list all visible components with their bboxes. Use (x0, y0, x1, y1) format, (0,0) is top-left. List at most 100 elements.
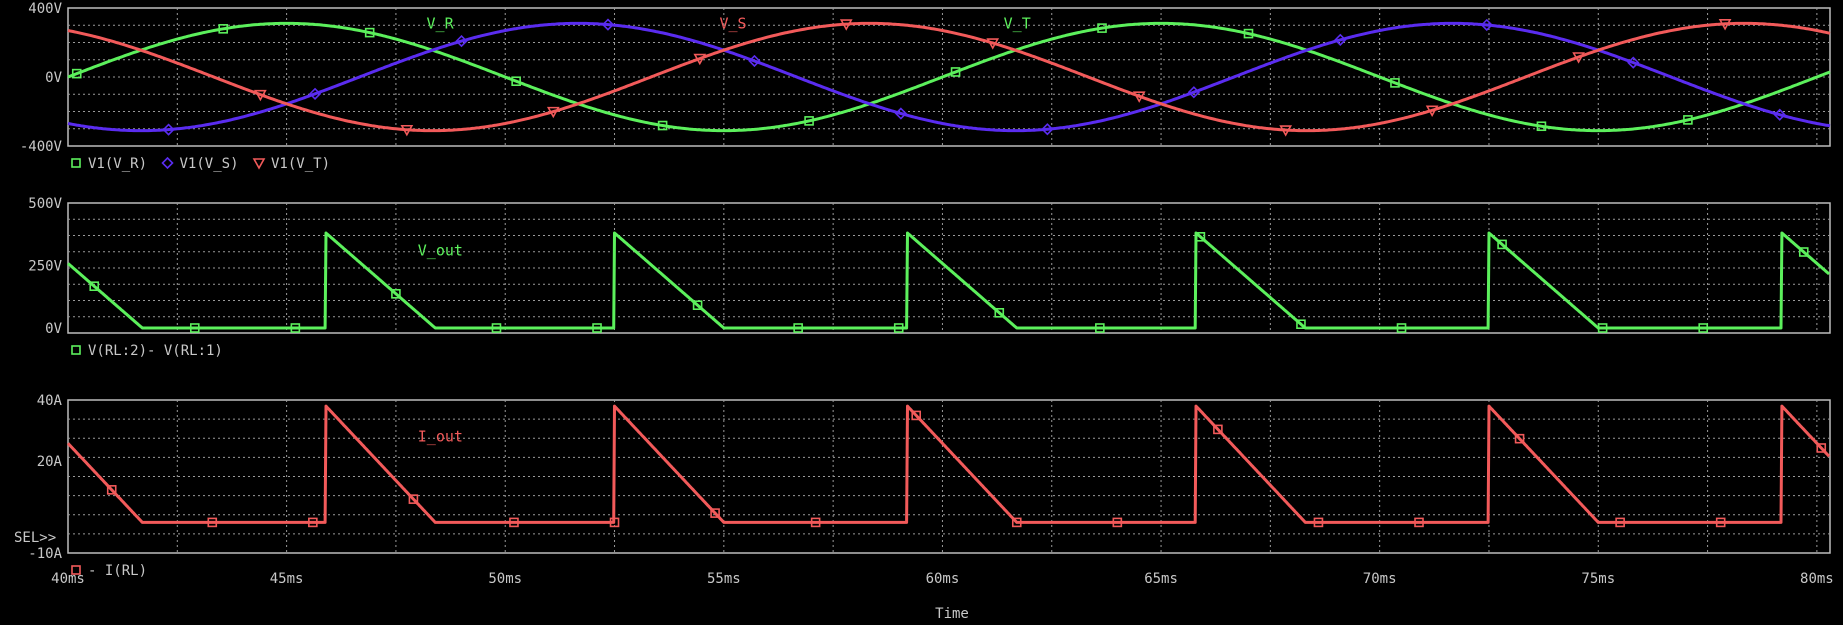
diamond-marker (1334, 33, 1347, 46)
diamond-marker (748, 54, 761, 68)
square-marker (692, 300, 703, 311)
square-marker (710, 508, 720, 518)
legend-entry: V1(V_R) (88, 156, 147, 172)
square-marker (1683, 115, 1693, 125)
square-marker (810, 517, 821, 528)
square-marker (1097, 23, 1107, 33)
x-tick-label: 75ms (1581, 571, 1615, 587)
square-marker (71, 158, 81, 168)
square-marker (804, 116, 814, 126)
square-marker (511, 76, 521, 87)
triangle-marker (252, 158, 266, 170)
square-marker (893, 323, 904, 333)
y-tick-label: -400V (20, 139, 63, 155)
diamond-marker (894, 107, 908, 120)
x-tick-label: 40ms (51, 571, 85, 587)
square-marker (1195, 232, 1206, 242)
square-marker (391, 288, 401, 299)
legend-entry: V1(V_S) (180, 156, 239, 172)
square-marker (106, 485, 117, 495)
square-marker (1396, 323, 1407, 333)
annotation-label: V_out (418, 242, 463, 260)
triangle-marker (1425, 105, 1439, 117)
square-marker (657, 120, 668, 131)
y-tick-label: 500V (28, 196, 62, 212)
square-marker (1615, 517, 1625, 528)
square-marker (71, 565, 81, 575)
square-marker (1816, 443, 1827, 453)
square-marker (218, 24, 229, 34)
triangle-marker (1279, 125, 1293, 137)
x-tick-label: 80ms (1800, 571, 1834, 587)
series-line-v1-v-t- (67, 21, 1831, 133)
triangle-marker (1572, 52, 1585, 64)
diamond-marker (601, 18, 615, 31)
diamond-marker (162, 123, 175, 136)
square-marker (1536, 121, 1547, 132)
square-marker (509, 517, 519, 528)
diamond-marker (1627, 56, 1640, 69)
diamond-marker (455, 34, 468, 48)
diamond-marker (1041, 123, 1054, 136)
square-marker (1597, 323, 1608, 333)
x-tick-label: 45ms (270, 571, 304, 587)
square-marker (1514, 433, 1525, 444)
square-marker (1296, 319, 1306, 330)
square-marker (89, 281, 100, 292)
triangle-marker (1718, 19, 1732, 31)
sel-marker: SEL>> (14, 530, 56, 546)
series-line-i-out (66, 404, 1831, 524)
annotation-label: V_T (1004, 15, 1031, 33)
y-tick-label: 400V (28, 1, 62, 17)
x-tick-label: 60ms (926, 571, 960, 587)
y-tick-label: -10A (28, 546, 62, 562)
square-marker (609, 517, 620, 528)
square-marker (1698, 323, 1709, 333)
x-tick-label: 65ms (1144, 571, 1178, 587)
x-tick-label: 50ms (488, 571, 522, 587)
legend-entry: V(RL:2)- V(RL:1) (88, 343, 223, 359)
y-tick-label: 40A (37, 393, 63, 409)
diamond-marker (161, 156, 174, 170)
square-marker (1011, 517, 1022, 528)
series-line-v-out (67, 231, 1831, 330)
square-marker (1213, 424, 1223, 435)
x-tick-label: 55ms (707, 571, 741, 587)
y-tick-label: 20A (37, 454, 63, 470)
annotation-label: I_out (418, 428, 463, 446)
triangle-marker (1132, 91, 1146, 103)
legend-entry: V1(V_T) (271, 156, 330, 172)
square-marker (1313, 517, 1324, 528)
diamond-marker (1187, 86, 1200, 99)
square-marker (1095, 323, 1105, 333)
y-tick-label: 250V (28, 259, 62, 275)
square-marker (1497, 239, 1507, 250)
triangle-marker (400, 124, 414, 137)
legend-entry: - I(RL) (88, 563, 147, 579)
square-marker (189, 323, 200, 333)
square-marker (491, 323, 502, 333)
triangle-marker (986, 38, 1000, 50)
diamond-marker (1773, 108, 1786, 121)
square-marker (1798, 247, 1809, 257)
square-marker (364, 27, 375, 38)
square-marker (1715, 517, 1726, 528)
square-marker (71, 345, 81, 355)
triangle-marker (254, 89, 267, 102)
diamond-marker (308, 87, 322, 100)
square-marker (1243, 28, 1254, 39)
square-marker (950, 67, 961, 77)
square-marker (793, 323, 803, 333)
y-tick-label: 0V (45, 70, 62, 86)
square-marker (308, 517, 318, 528)
square-marker (71, 68, 82, 79)
triangle-marker (839, 19, 853, 31)
triangle-marker (546, 106, 560, 119)
annotation-label: V_R (427, 15, 455, 33)
square-marker (207, 517, 218, 528)
square-marker (408, 494, 419, 504)
square-marker (994, 307, 1005, 318)
y-tick-label: 0V (45, 321, 62, 337)
annotation-label: V_S (719, 15, 746, 33)
